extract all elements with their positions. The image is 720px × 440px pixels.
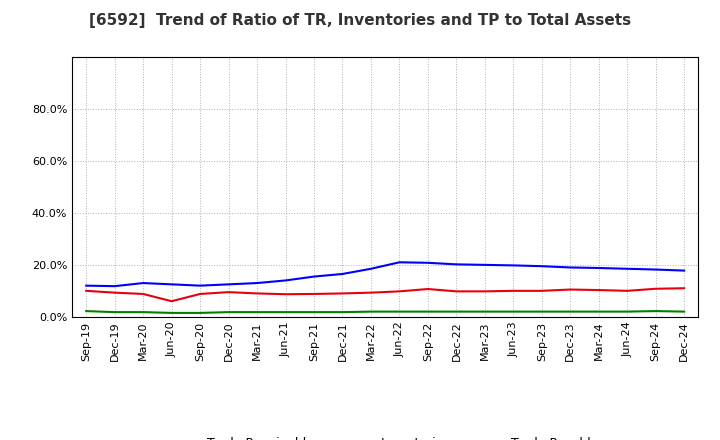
Trade Receivables (253, 291, 261, 296)
Inventories (139, 280, 148, 286)
Inventories (82, 283, 91, 288)
Trade Payables (652, 308, 660, 314)
Trade Payables (139, 309, 148, 315)
Trade Payables (537, 309, 546, 314)
Inventories (110, 283, 119, 289)
Trade Receivables (537, 288, 546, 293)
Trade Payables (310, 309, 318, 315)
Trade Payables (623, 309, 631, 314)
Trade Payables (680, 309, 688, 314)
Trade Receivables (566, 287, 575, 292)
Text: [6592]  Trend of Ratio of TR, Inventories and TP to Total Assets: [6592] Trend of Ratio of TR, Inventories… (89, 13, 631, 28)
Trade Receivables (110, 290, 119, 295)
Trade Payables (338, 309, 347, 315)
Inventories (623, 266, 631, 271)
Inventories (595, 265, 603, 271)
Trade Payables (595, 309, 603, 314)
Trade Payables (225, 309, 233, 315)
Trade Payables (82, 308, 91, 314)
Trade Payables (110, 309, 119, 315)
Inventories (680, 268, 688, 273)
Trade Payables (509, 309, 518, 314)
Inventories (282, 278, 290, 283)
Trade Receivables (595, 287, 603, 293)
Inventories (509, 263, 518, 268)
Inventories (566, 265, 575, 270)
Line: Inventories: Inventories (86, 262, 684, 286)
Line: Trade Receivables: Trade Receivables (86, 288, 684, 301)
Inventories (338, 271, 347, 277)
Inventories (480, 262, 489, 268)
Trade Payables (566, 309, 575, 314)
Trade Receivables (82, 288, 91, 293)
Trade Receivables (652, 286, 660, 291)
Trade Payables (452, 309, 461, 314)
Inventories (366, 266, 375, 271)
Trade Payables (480, 309, 489, 314)
Legend: Trade Receivables, Inventories, Trade Payables: Trade Receivables, Inventories, Trade Pa… (161, 432, 610, 440)
Trade Receivables (366, 290, 375, 295)
Inventories (253, 280, 261, 286)
Inventories (395, 260, 404, 265)
Trade Receivables (423, 286, 432, 292)
Trade Payables (423, 309, 432, 314)
Inventories (225, 282, 233, 287)
Inventories (310, 274, 318, 279)
Trade Payables (395, 309, 404, 314)
Trade Receivables (167, 299, 176, 304)
Trade Payables (253, 309, 261, 315)
Trade Receivables (225, 290, 233, 295)
Inventories (652, 267, 660, 272)
Trade Receivables (623, 288, 631, 293)
Trade Receivables (509, 288, 518, 293)
Inventories (423, 260, 432, 265)
Trade Receivables (139, 291, 148, 297)
Trade Receivables (282, 292, 290, 297)
Line: Trade Payables: Trade Payables (86, 311, 684, 313)
Trade Receivables (480, 289, 489, 294)
Trade Receivables (196, 291, 204, 297)
Trade Receivables (680, 286, 688, 291)
Trade Payables (167, 310, 176, 315)
Trade Receivables (452, 289, 461, 294)
Trade Receivables (310, 291, 318, 297)
Trade Payables (282, 309, 290, 315)
Inventories (196, 283, 204, 288)
Inventories (167, 282, 176, 287)
Trade Payables (366, 309, 375, 314)
Trade Receivables (338, 291, 347, 296)
Trade Payables (196, 310, 204, 315)
Inventories (537, 264, 546, 269)
Trade Receivables (395, 289, 404, 294)
Inventories (452, 262, 461, 267)
